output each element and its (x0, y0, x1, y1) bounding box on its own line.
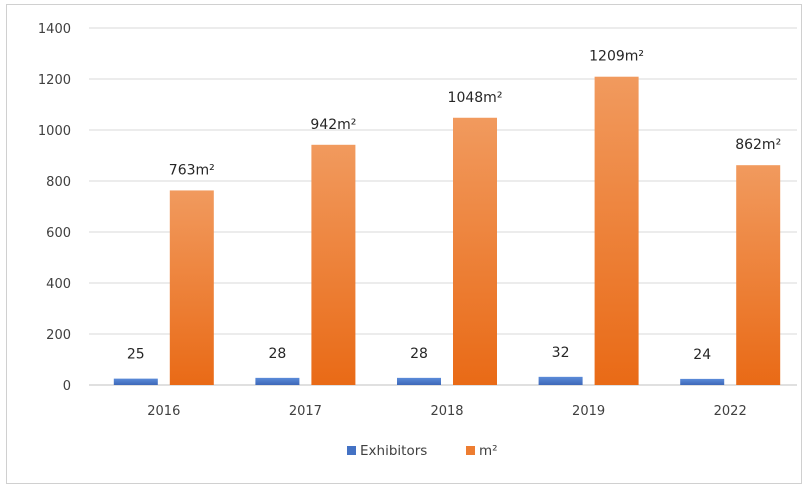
bar-exhibitors (538, 376, 583, 385)
data-label: 32 (552, 345, 570, 361)
bar-exhibitors (397, 377, 441, 385)
bars (113, 76, 781, 385)
bar-exhibitors (113, 378, 158, 385)
data-label: 28 (268, 346, 286, 362)
bar-area (594, 76, 639, 385)
bar-exhibitors (255, 377, 300, 385)
data-label: 28 (410, 346, 428, 362)
y-tick-label: 0 (63, 379, 71, 394)
x-tick-label: 2019 (572, 404, 605, 419)
legend-label: Exhibitors (360, 443, 427, 459)
data-labels: 25 763m² 28 942m² 28 1048m² 32 1209m² 24 862m² (127, 49, 781, 363)
bar-exhibitors (680, 378, 725, 385)
bar-chart: 0 200 400 600 800 1000 1200 1400 25 763m² 28 942m²… (38, 22, 797, 459)
y-tick-label: 1000 (38, 124, 71, 139)
y-axis-ticks: 0 200 400 600 800 1000 1200 1400 (38, 22, 71, 394)
y-tick-label: 1400 (38, 22, 71, 37)
y-tick-label: 200 (46, 328, 71, 343)
bar-area (736, 165, 781, 385)
x-tick-label: 2022 (714, 404, 747, 419)
y-tick-label: 1200 (38, 73, 71, 88)
data-label: 763m² (169, 162, 215, 178)
x-axis-ticks: 2016 2017 2018 2019 2022 (147, 404, 746, 419)
data-label: 24 (693, 347, 711, 363)
legend-swatch-area (466, 446, 475, 455)
data-label: 862m² (735, 137, 781, 153)
y-tick-label: 400 (46, 277, 71, 292)
x-tick-label: 2017 (289, 404, 322, 419)
legend-swatch-exhibitors (347, 446, 356, 455)
bar-area (453, 117, 497, 385)
y-tick-label: 600 (46, 226, 71, 241)
data-label: 1048m² (448, 90, 503, 106)
x-tick-label: 2018 (430, 404, 463, 419)
chart-frame: 0 200 400 600 800 1000 1200 1400 25 763m² 28 942m²… (6, 4, 802, 484)
bar-area (311, 144, 356, 385)
y-tick-label: 800 (46, 175, 71, 190)
legend: Exhibitors m² (347, 443, 498, 459)
bar-area (169, 190, 214, 385)
data-label: 1209m² (589, 49, 644, 65)
data-label: 942m² (310, 117, 356, 133)
data-label: 25 (127, 347, 145, 363)
legend-label: m² (479, 443, 498, 459)
x-tick-label: 2016 (147, 404, 180, 419)
